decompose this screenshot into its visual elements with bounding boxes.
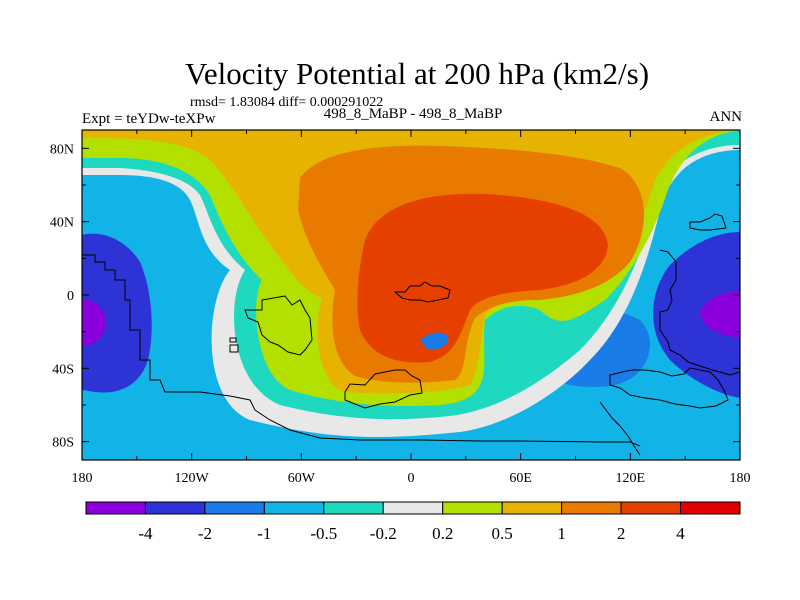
- colorbar-label: -4: [138, 524, 153, 543]
- colorbar-label: 0.2: [432, 524, 453, 543]
- contour-fill-layer: [82, 130, 740, 460]
- colorbar-swatch: [323, 501, 384, 515]
- x-tick-label: 120W: [175, 471, 210, 486]
- coastline-africa: [344, 369, 423, 409]
- coastline-australia: [609, 367, 729, 409]
- x-tick-label: 0: [408, 471, 415, 486]
- x-tick-label: 180: [72, 471, 93, 486]
- x-tick-label: 60W: [288, 471, 316, 486]
- stats-label: rmsd= 1.83084 diff= 0.000291022: [190, 95, 384, 110]
- y-tick-label: 80N: [50, 142, 74, 157]
- colorbar-swatch: [144, 501, 206, 515]
- coastline-north-pacific-isles: [689, 213, 727, 231]
- contour-region-west-core: [82, 299, 106, 346]
- contour-region-east-outer: [653, 232, 740, 398]
- colorbar-swatch: [501, 501, 563, 515]
- colorbar-label: -0.5: [310, 524, 337, 543]
- colorbar-label: 4: [676, 524, 685, 543]
- colorbar: -4 -2 -1 -0.5 -0.2 0.2 0.5 1 2 4: [85, 501, 741, 543]
- colorbar-label: 1: [557, 524, 566, 543]
- colorbar-swatch: [620, 501, 682, 515]
- colorbar-swatch: [85, 501, 146, 515]
- colorbar-label: -2: [198, 524, 212, 543]
- chart-title: Velocity Potential at 200 hPa (km2/s): [184, 56, 650, 91]
- experiment-label: Expt = teYDw-teXPw: [82, 111, 216, 127]
- y-tick-label: 40S: [52, 362, 74, 377]
- x-tick-label: 60E: [509, 471, 532, 486]
- season-label: ANN: [709, 109, 743, 125]
- x-axis: 180 120W 60W 0 60E 120E 180: [72, 130, 751, 486]
- case-label: 498_8_MaBP - 498_8_MaBP: [323, 106, 503, 122]
- coastline-indonesia: [659, 249, 740, 376]
- y-tick-label: 80S: [52, 436, 74, 451]
- coastline-south-america: [244, 295, 313, 356]
- contour-region-red-orange: [357, 193, 608, 363]
- y-axis: 80N 40N 0 40S 80S: [50, 142, 740, 451]
- colorbar-label: 0.5: [492, 524, 513, 543]
- x-tick-label: 120E: [616, 471, 646, 486]
- contour-region-east-core: [700, 290, 740, 338]
- colorbar-swatch: [442, 501, 503, 515]
- coastline-arabia: [393, 281, 451, 303]
- coastline-antarctica: [599, 401, 641, 456]
- colorbar-label: -0.2: [370, 524, 397, 543]
- colorbar-swatch: [382, 501, 444, 515]
- y-tick-label: 40N: [50, 216, 74, 231]
- colorbar-label: 2: [617, 524, 626, 543]
- colorbar-swatch: [263, 501, 325, 515]
- coastline-pacific-small: [229, 337, 239, 353]
- colorbar-swatch: [561, 501, 622, 515]
- coastline-layer: [82, 213, 740, 456]
- colorbar-label: -1: [257, 524, 271, 543]
- coastline-america-west: [82, 254, 641, 447]
- colorbar-swatch: [204, 501, 265, 515]
- contour-region-west-outer: [82, 233, 152, 393]
- y-tick-label: 0: [67, 289, 74, 304]
- colorbar-swatch: [680, 501, 741, 515]
- contour-region-mid-box: [420, 332, 449, 350]
- x-tick-label: 180: [730, 471, 751, 486]
